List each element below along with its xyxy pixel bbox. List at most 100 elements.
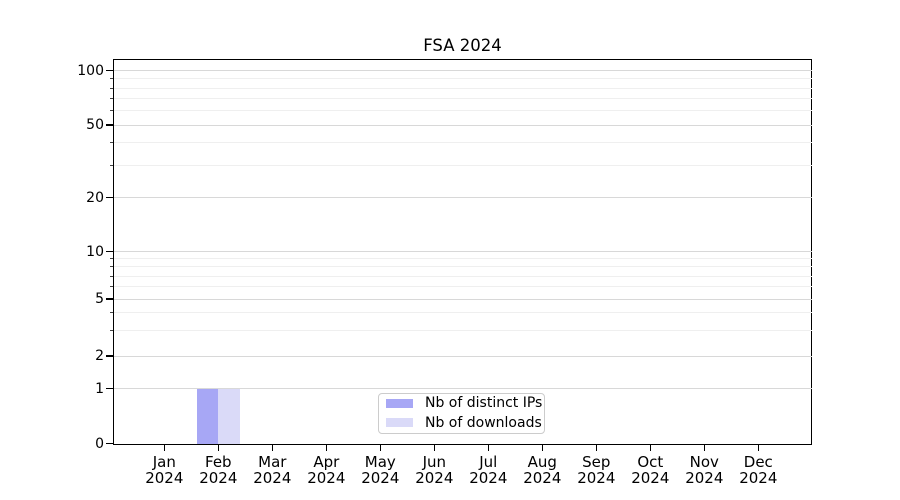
x-tick-month: Aug xyxy=(527,453,557,471)
x-tick-label: Dec 2024 xyxy=(728,453,788,487)
x-tick-label: Apr 2024 xyxy=(296,453,356,487)
legend-swatch-distinct-ips xyxy=(386,398,413,408)
x-tick-label: Oct 2024 xyxy=(620,453,680,487)
y-axis-tick xyxy=(106,355,114,357)
gridline-minor xyxy=(113,110,812,112)
y-axis-minor-tick xyxy=(109,275,114,277)
x-tick-month: Nov xyxy=(689,453,719,471)
y-tick-label: 1 xyxy=(95,380,104,397)
x-tick-label: May 2024 xyxy=(350,453,410,487)
legend-label-distinct-ips: Nb of distinct IPs xyxy=(425,395,543,412)
y-axis-minor-tick xyxy=(109,330,114,332)
gridline-minor xyxy=(113,275,812,277)
x-axis-tick xyxy=(595,444,597,452)
gridline-minor xyxy=(113,258,812,260)
x-tick-label: Aug 2024 xyxy=(512,453,572,487)
x-axis-tick xyxy=(379,444,381,452)
y-tick-label: 5 xyxy=(95,291,104,307)
x-tick-month: Dec xyxy=(743,453,773,471)
y-axis-tick xyxy=(106,197,114,199)
x-tick-month: Apr xyxy=(313,453,340,471)
x-tick-year: 2024 xyxy=(199,468,238,487)
x-tick-label: Nov 2024 xyxy=(674,453,734,487)
x-axis-tick xyxy=(325,444,327,452)
legend-item-downloads: Nb of downloads xyxy=(386,413,544,433)
x-tick-year: 2024 xyxy=(145,468,184,487)
gridline-minor xyxy=(113,98,812,100)
gridline-minor xyxy=(113,78,812,80)
x-tick-label: Jun 2024 xyxy=(404,453,464,487)
x-tick-month: Sep xyxy=(582,453,611,471)
x-tick-label: Mar 2024 xyxy=(242,453,302,487)
y-axis-tick xyxy=(106,442,114,445)
gridline-minor xyxy=(113,165,812,167)
x-tick-year: 2024 xyxy=(739,468,778,487)
y-axis-minor-tick xyxy=(109,165,114,167)
gridline-minor xyxy=(113,87,812,89)
y-tick-label: 10 xyxy=(86,243,104,260)
x-tick-month: May xyxy=(364,453,396,471)
gridline-minor xyxy=(113,330,812,332)
gridline-minor xyxy=(113,312,812,314)
y-axis-minor-tick xyxy=(109,87,114,89)
chart-title: FSA 2024 xyxy=(423,36,502,55)
gridline-minor xyxy=(113,286,812,288)
x-tick-month: Oct xyxy=(637,453,664,471)
x-tick-month: Feb xyxy=(205,453,232,471)
y-tick-label: 50 xyxy=(86,117,104,133)
x-tick-month: Jun xyxy=(422,453,447,471)
x-axis-tick xyxy=(217,444,219,452)
x-tick-year: 2024 xyxy=(361,468,400,487)
x-tick-label: Sep 2024 xyxy=(566,453,626,486)
x-tick-label: Jul 2024 xyxy=(458,453,518,487)
x-tick-month: Jan xyxy=(152,453,176,471)
x-tick-year: 2024 xyxy=(685,468,724,487)
x-tick-year: 2024 xyxy=(523,468,562,487)
y-axis-tick xyxy=(106,251,114,253)
y-axis-tick xyxy=(106,124,114,126)
y-tick-label: 20 xyxy=(86,189,104,206)
y-axis-tick xyxy=(106,69,114,72)
legend: Nb of distinct IPs Nb of downloads xyxy=(378,392,545,434)
y-axis-minor-tick xyxy=(109,266,114,268)
x-tick-year: 2024 xyxy=(253,468,292,487)
gridline-major xyxy=(113,197,812,199)
gridline-major xyxy=(113,251,812,253)
x-axis-tick xyxy=(163,444,165,452)
legend-item-distinct-ips: Nb of distinct IPs xyxy=(386,394,544,414)
legend-label-downloads: Nb of downloads xyxy=(425,414,542,431)
x-tick-month: Jul xyxy=(479,453,498,471)
legend-swatch-downloads xyxy=(386,418,413,428)
x-tick-label: Jan 2024 xyxy=(134,453,194,487)
y-tick-label: 0 xyxy=(95,435,104,452)
bar-nb-of-distinct-ips-feb xyxy=(196,388,219,444)
y-axis-minor-tick xyxy=(109,286,114,288)
x-tick-year: 2024 xyxy=(307,468,346,487)
y-axis-minor-tick xyxy=(109,312,114,314)
x-axis-tick xyxy=(433,444,435,452)
y-axis-minor-tick xyxy=(109,98,114,100)
gridline-major xyxy=(113,298,812,300)
x-tick-month: Mar xyxy=(258,453,287,471)
y-tick-label: 100 xyxy=(77,62,104,79)
y-axis-tick xyxy=(106,387,114,390)
y-axis-minor-tick xyxy=(109,258,114,260)
x-tick-year: 2024 xyxy=(415,468,454,487)
x-tick-year: 2024 xyxy=(631,468,670,487)
gridline-major xyxy=(113,355,812,357)
bar-nb-of-downloads-feb xyxy=(218,388,240,444)
x-axis-tick xyxy=(487,444,489,452)
y-axis-minor-tick xyxy=(109,110,114,112)
gridline-major xyxy=(113,70,812,71)
x-axis-tick xyxy=(757,444,759,452)
x-tick-label: Feb 2024 xyxy=(188,453,248,487)
y-axis-minor-tick xyxy=(109,78,114,80)
x-axis-tick xyxy=(649,444,651,452)
y-axis-tick xyxy=(106,298,114,300)
x-axis-tick xyxy=(541,444,543,452)
x-tick-year: 2024 xyxy=(469,468,508,487)
y-axis-minor-tick xyxy=(109,142,114,144)
y-tick-label: 2 xyxy=(95,348,104,364)
gridline-major xyxy=(113,388,812,389)
